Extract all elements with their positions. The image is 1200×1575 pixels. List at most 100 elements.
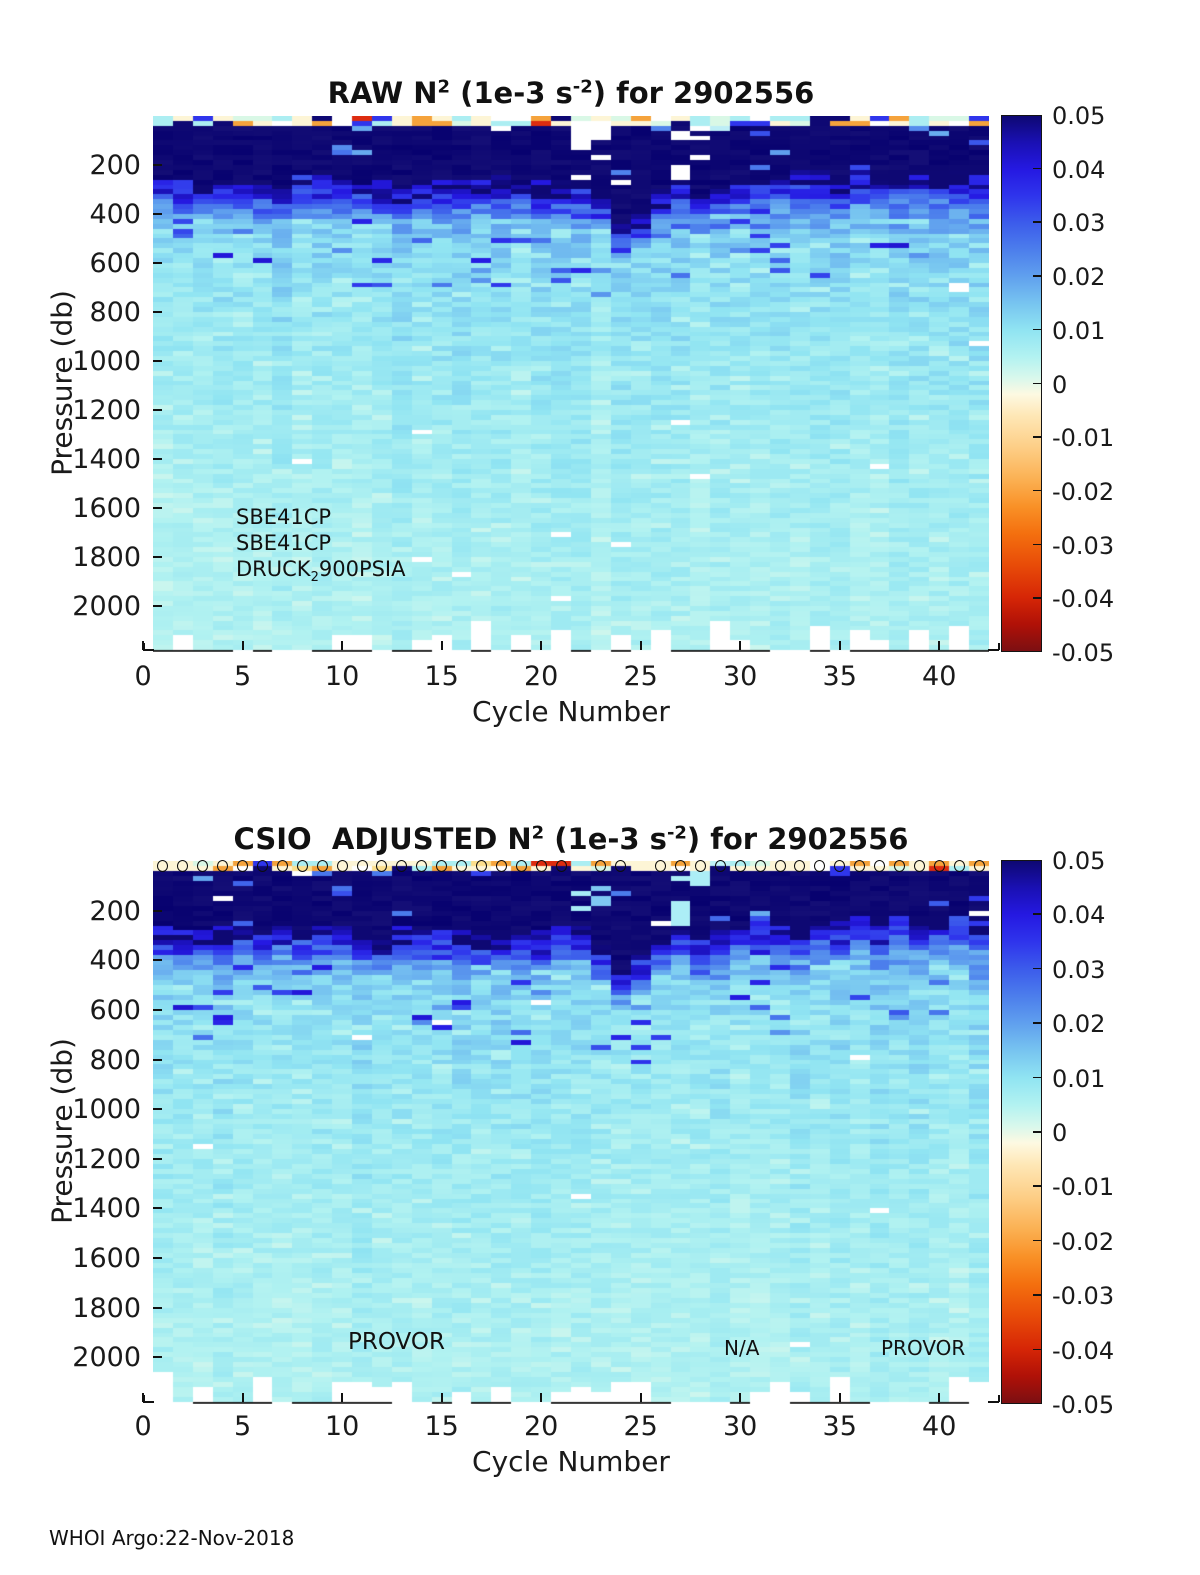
cycle-marker-circle — [276, 860, 288, 872]
cycle-marker-circle — [356, 860, 368, 872]
adj-title-text: ) for 2902556 — [686, 822, 909, 856]
cycle-marker-circle — [495, 860, 507, 872]
axis-line-stub — [143, 1401, 154, 1403]
colorbar-tick-label: -0.03 — [1052, 531, 1115, 560]
colorbar-tick-mark — [1033, 1076, 1041, 1079]
colorbar-tick-label: -0.02 — [1052, 1227, 1115, 1256]
cycle-marker-circle — [854, 860, 866, 872]
footer-credit: WHOI Argo:22-Nov-2018 — [49, 1526, 295, 1550]
y-tick-mark — [153, 506, 162, 509]
y-tick-label: 2000 — [72, 590, 141, 622]
x-tick-label: 40 — [922, 1411, 957, 1442]
x-tick-label: 10 — [324, 661, 360, 692]
y-tick-mark — [153, 457, 162, 460]
x-tick-label: 5 — [233, 661, 252, 692]
y-tick-mark — [153, 163, 162, 166]
sensor-annotation-2: SBE41CP — [236, 531, 332, 555]
x-tick-mark — [440, 641, 443, 650]
colorbar-tick-label: 0.01 — [1052, 1064, 1106, 1093]
x-tick-mark — [341, 641, 344, 650]
y-tick-mark — [153, 604, 162, 607]
cycle-marker-circle — [774, 860, 786, 872]
druck-text: DRUCK — [236, 557, 311, 581]
y-tick-label: 400 — [89, 198, 141, 230]
colorbar-tick-mark — [1033, 436, 1041, 438]
cycle-marker-circle — [814, 860, 826, 872]
y-tick-label: 1600 — [72, 492, 141, 524]
colorbar-tick-label: -0.05 — [1052, 1391, 1115, 1419]
colorbar-tick-mark — [1033, 597, 1041, 599]
x-tick-label: 25 — [623, 661, 658, 692]
cycle-marker-circle — [296, 860, 308, 872]
colorbar-tick-label: -0.04 — [1052, 1336, 1115, 1365]
colorbar-tick-mark — [1033, 1131, 1041, 1133]
cycle-marker-circle — [874, 860, 886, 872]
colorbar-tick-mark — [1033, 167, 1041, 170]
x-tick-label: 35 — [822, 661, 857, 692]
x-tick-mark — [639, 1393, 642, 1402]
y-tick-label: 1000 — [72, 345, 141, 377]
x-tick-label: 30 — [723, 1411, 758, 1442]
raw-title-text: RAW N — [327, 76, 438, 110]
y-tick-label: 1600 — [72, 1243, 141, 1275]
colorbar-tick-mark — [1033, 913, 1041, 915]
colorbar-tick-mark — [1033, 382, 1041, 385]
cycle-axis-label-adjusted: Cycle Number — [472, 1445, 670, 1478]
y-tick-mark — [153, 261, 162, 264]
y-tick-label: 800 — [89, 296, 141, 328]
cycle-marker-circle — [217, 860, 229, 872]
colorbar-tick-label: 0.05 — [1052, 102, 1106, 130]
x-tick-label: 5 — [233, 1411, 252, 1442]
colorbar-tick-label: -0.01 — [1052, 424, 1115, 453]
y-tick-label: 200 — [89, 895, 141, 927]
colorbar-tick-mark — [1033, 489, 1041, 492]
cycle-marker-circle — [197, 860, 209, 872]
adjusted-n2-heatmap — [153, 861, 989, 1404]
colorbar-tick-mark — [1033, 1348, 1041, 1351]
x-tick-label: 20 — [523, 1411, 559, 1442]
y-tick-mark — [153, 408, 162, 411]
cycle-marker-circle — [515, 860, 527, 872]
float-type-annotation-2: N/A — [724, 1336, 760, 1360]
colorbar-tick-label: 0 — [1052, 1119, 1068, 1147]
x-tick-label: 25 — [623, 1411, 658, 1442]
y-tick-mark — [153, 909, 162, 912]
colorbar-tick-mark — [1033, 1185, 1041, 1187]
colorbar-tick-label: -0.02 — [1052, 477, 1115, 506]
cycle-marker-circle — [655, 860, 667, 872]
x-tick-mark — [639, 641, 642, 650]
x-tick-mark — [540, 1393, 543, 1402]
colorbar-tick-mark — [1033, 328, 1041, 331]
y-tick-label: 1400 — [72, 443, 141, 475]
x-tick-label: 15 — [424, 661, 459, 692]
y-tick-mark — [153, 212, 162, 215]
y-tick-mark — [153, 1306, 162, 1309]
x-tick-label: 40 — [922, 661, 957, 692]
x-tick-mark — [938, 1393, 941, 1402]
raw-title-exp: 2 — [437, 76, 451, 98]
y-tick-label: 1800 — [72, 1292, 141, 1324]
colorbar-tick-label: 0.01 — [1052, 316, 1106, 345]
x-tick-label: 0 — [134, 1411, 152, 1442]
cycle-marker-circle — [416, 860, 428, 872]
x-tick-mark — [838, 641, 841, 650]
colorbar-tick-label: 0.04 — [1052, 901, 1106, 930]
cycle-marker-circle — [714, 860, 726, 872]
y-tick-label: 600 — [89, 247, 141, 279]
y-tick-mark — [153, 1257, 162, 1260]
cycle-axis-label-raw: Cycle Number — [472, 695, 670, 728]
cycle-marker-circle — [834, 860, 846, 872]
raw-n2-heatmap — [153, 116, 989, 652]
y-tick-mark — [153, 359, 162, 362]
colorbar-tick-mark — [1033, 275, 1041, 277]
adjusted-plot-title: CSIO ADJUSTED N2 (1e-3 s-2) for 2902556 — [153, 822, 989, 856]
cycle-marker-circle — [913, 860, 925, 872]
y-tick-mark — [153, 1008, 162, 1011]
colorbar-tick-mark — [1033, 1239, 1041, 1242]
cycle-marker-circle — [475, 860, 487, 872]
x-tick-mark — [440, 1393, 443, 1402]
adj-title-exp: 2 — [531, 822, 545, 844]
cycle-marker-circle — [436, 860, 448, 872]
cycle-marker-circle — [933, 860, 945, 872]
